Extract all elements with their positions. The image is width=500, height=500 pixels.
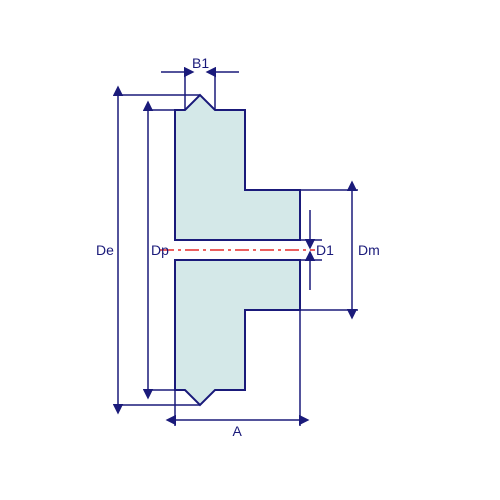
label-b1: B1 xyxy=(192,55,209,71)
label-dp: Dp xyxy=(151,242,169,258)
label-de: De xyxy=(96,242,114,258)
label-dm: Dm xyxy=(358,242,380,258)
label-d1: D1 xyxy=(316,242,334,258)
sprocket-section-diagram: B1 De Dp D1 Dm A xyxy=(0,0,500,500)
label-a: A xyxy=(233,423,243,439)
